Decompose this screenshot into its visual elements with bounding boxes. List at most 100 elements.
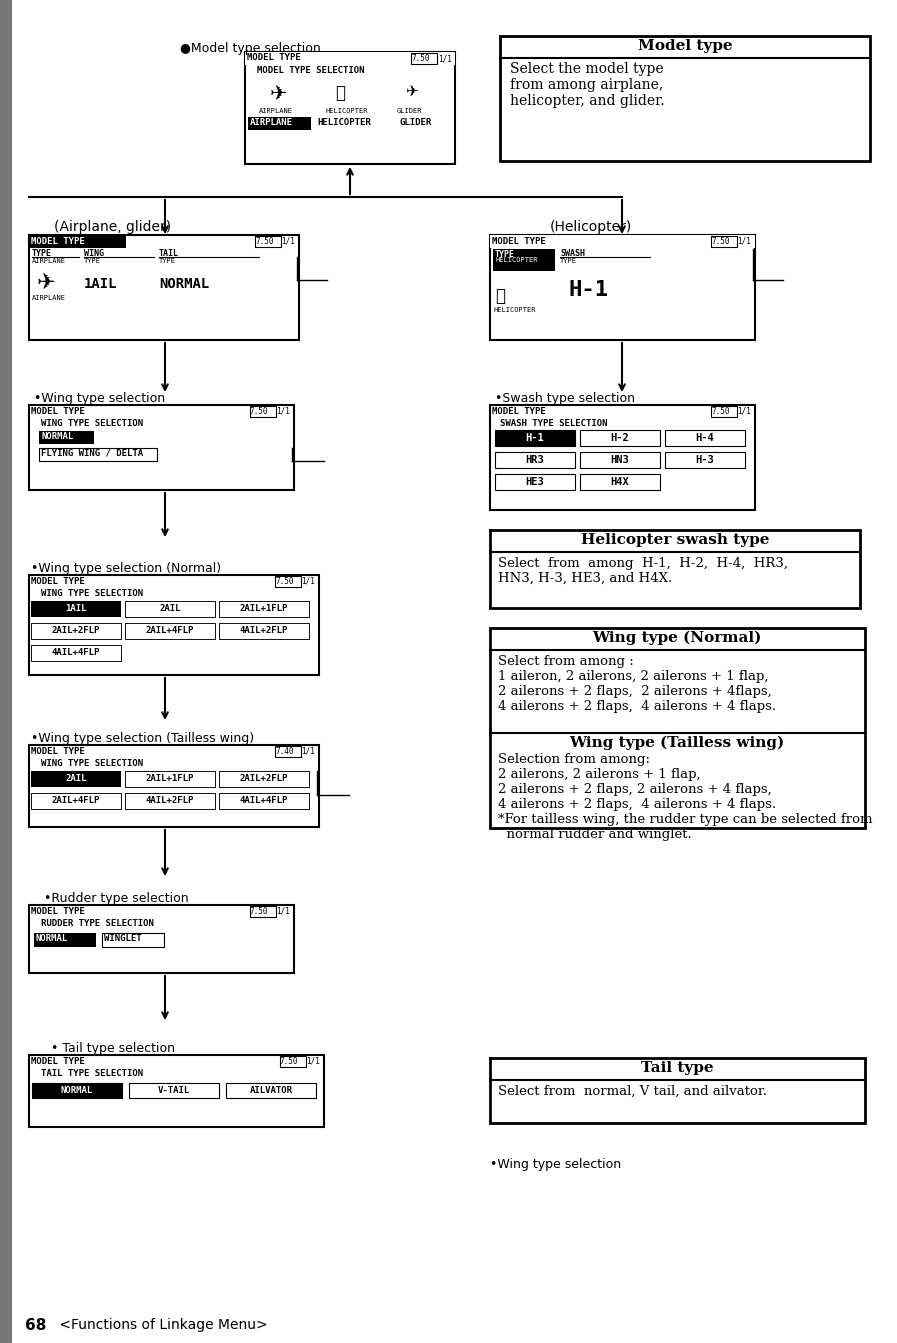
Bar: [275, 576, 301, 587]
Text: MODEL TYPE: MODEL TYPE: [31, 236, 84, 246]
Text: ●Model type selection: ●Model type selection: [180, 42, 321, 55]
Text: HELICOPTER: HELICOPTER: [325, 107, 368, 114]
Bar: [31, 645, 121, 661]
Bar: [248, 117, 311, 130]
Text: 1/1: 1/1: [737, 407, 751, 416]
Bar: [0, 0, 12, 1343]
Text: MODEL TYPE: MODEL TYPE: [247, 54, 300, 63]
Bar: [665, 453, 745, 467]
Text: WING TYPE SELECTION: WING TYPE SELECTION: [41, 590, 144, 598]
Text: 1/1: 1/1: [281, 236, 295, 246]
Text: NORMAL: NORMAL: [36, 933, 68, 943]
Text: AIRPLANE: AIRPLANE: [259, 107, 293, 114]
Text: 7.50: 7.50: [711, 407, 729, 416]
Text: HE3: HE3: [526, 477, 544, 488]
Text: (Helicopter): (Helicopter): [550, 220, 632, 234]
Text: FLYING WING / DELTA: FLYING WING / DELTA: [41, 449, 144, 458]
Text: MODEL TYPE: MODEL TYPE: [31, 1057, 84, 1065]
Bar: [219, 602, 309, 616]
Bar: [580, 453, 660, 467]
Bar: [29, 235, 126, 248]
Text: MODEL TYPE: MODEL TYPE: [31, 747, 84, 756]
Bar: [255, 236, 281, 247]
Bar: [245, 52, 455, 64]
Bar: [250, 907, 276, 917]
Text: Select  from  among  H-1,  H-2,  H-4,  HR3,
HN3, H-3, HE3, and H4X.: Select from among H-1, H-2, H-4, HR3, HN…: [498, 557, 788, 586]
Text: 1/1: 1/1: [301, 747, 315, 756]
Text: MODEL TYPE SELECTION: MODEL TYPE SELECTION: [257, 66, 364, 75]
Text: Helicopter swash type: Helicopter swash type: [580, 533, 770, 547]
Text: GLIDER: GLIDER: [397, 107, 422, 114]
Text: 4AIL+4FLP: 4AIL+4FLP: [52, 649, 100, 657]
Text: WING TYPE SELECTION: WING TYPE SELECTION: [41, 759, 144, 768]
Text: NORMAL: NORMAL: [61, 1086, 93, 1095]
Bar: [219, 771, 309, 787]
Text: 7.40: 7.40: [275, 747, 293, 756]
Text: 2AIL+1FLP: 2AIL+1FLP: [239, 604, 288, 612]
Bar: [490, 629, 865, 829]
Text: 2AIL+1FLP: 2AIL+1FLP: [146, 774, 194, 783]
Text: Model type: Model type: [638, 39, 732, 52]
Text: H-3: H-3: [696, 455, 714, 465]
Text: HR3: HR3: [526, 455, 544, 465]
Bar: [31, 645, 121, 661]
Text: Wing type (Tailless wing): Wing type (Tailless wing): [570, 736, 785, 751]
Text: 2AIL: 2AIL: [160, 604, 181, 612]
Text: SWASH TYPE SELECTION: SWASH TYPE SELECTION: [500, 419, 607, 428]
Bar: [495, 474, 575, 490]
Text: Select from  normal, V tail, and ailvator.: Select from normal, V tail, and ailvator…: [498, 1085, 767, 1099]
Bar: [32, 1082, 122, 1099]
Bar: [493, 248, 555, 271]
Text: •Wing type selection (Tailless wing): •Wing type selection (Tailless wing): [31, 732, 254, 745]
Text: MODEL TYPE: MODEL TYPE: [31, 907, 84, 916]
Text: 7.50: 7.50: [280, 1057, 299, 1066]
Bar: [219, 602, 309, 616]
Bar: [31, 602, 121, 616]
Text: ✈: ✈: [37, 273, 56, 293]
Text: 1/1: 1/1: [438, 54, 452, 63]
Bar: [29, 575, 319, 676]
Text: Select from among :
1 aileron, 2 ailerons, 2 ailerons + 1 flap,
2 ailerons + 2 f: Select from among : 1 aileron, 2 aileron…: [498, 655, 776, 713]
Text: 7.50: 7.50: [250, 407, 268, 416]
Text: 2AIL+2FLP: 2AIL+2FLP: [239, 774, 288, 783]
Bar: [29, 745, 319, 827]
Bar: [31, 623, 121, 639]
Text: 4AIL+4FLP: 4AIL+4FLP: [239, 796, 288, 804]
Text: NORMAL: NORMAL: [41, 432, 74, 441]
Text: 1AIL: 1AIL: [84, 277, 118, 291]
Text: 1/1: 1/1: [276, 407, 290, 416]
Bar: [125, 792, 215, 808]
Text: MODEL TYPE: MODEL TYPE: [31, 576, 84, 586]
Bar: [495, 453, 575, 467]
Bar: [31, 792, 121, 808]
Text: H-4: H-4: [696, 432, 714, 443]
Bar: [490, 1058, 865, 1123]
Bar: [580, 430, 660, 446]
Bar: [29, 406, 294, 490]
Text: 2AIL+4FLP: 2AIL+4FLP: [52, 796, 100, 804]
Text: 4AIL+2FLP: 4AIL+2FLP: [239, 626, 288, 635]
Bar: [665, 430, 745, 446]
Text: MODEL TYPE: MODEL TYPE: [492, 407, 545, 415]
Text: 7.50: 7.50: [255, 236, 274, 246]
Text: H-1: H-1: [526, 432, 544, 443]
Bar: [125, 602, 215, 616]
Bar: [711, 236, 737, 247]
Bar: [29, 235, 299, 340]
Bar: [125, 792, 215, 808]
Text: MODEL TYPE: MODEL TYPE: [492, 236, 545, 246]
Bar: [31, 792, 121, 808]
Text: 68: 68: [25, 1317, 47, 1334]
Text: H-1: H-1: [568, 279, 608, 299]
Text: WING TYPE SELECTION: WING TYPE SELECTION: [41, 419, 144, 428]
Bar: [34, 933, 96, 947]
Bar: [226, 1082, 316, 1099]
Text: WING: WING: [84, 248, 104, 258]
Text: GLIDER: GLIDER: [399, 118, 431, 128]
Bar: [580, 474, 660, 490]
Bar: [495, 430, 575, 446]
Text: TYPE: TYPE: [560, 258, 577, 265]
Text: 1/1: 1/1: [737, 236, 751, 246]
Text: NORMAL: NORMAL: [159, 277, 209, 291]
Bar: [129, 1082, 219, 1099]
